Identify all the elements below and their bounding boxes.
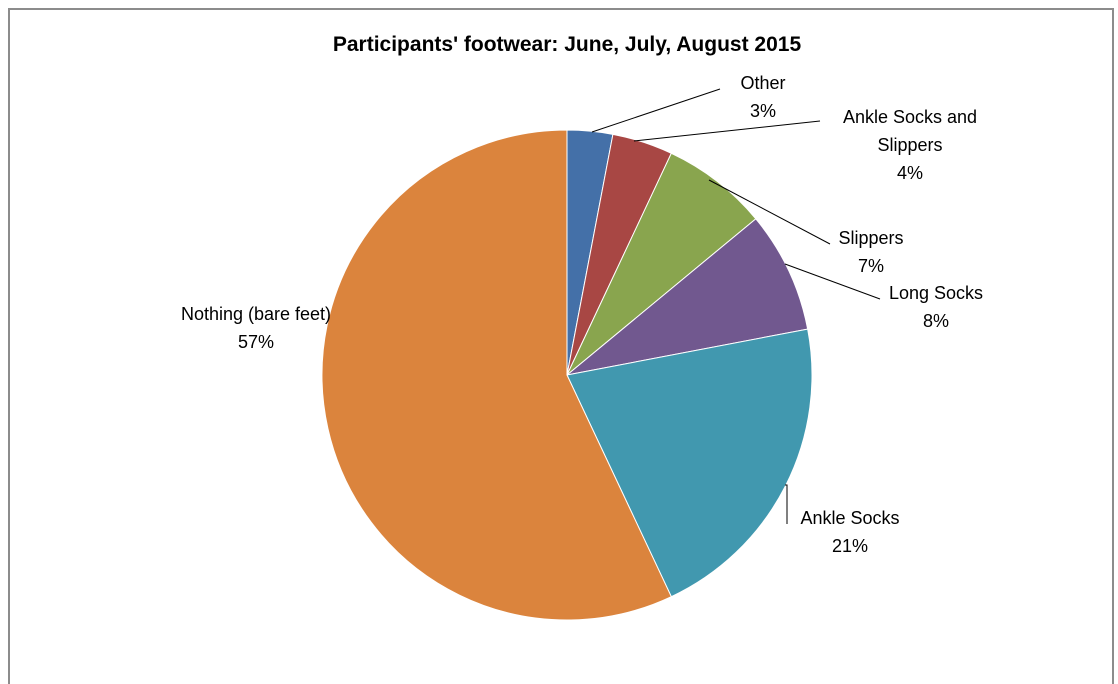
pie-slice [566,218,809,376]
leader-line [633,120,821,142]
chart-title: Participants' footwear: June, July, Augu… [333,33,802,56]
slice-value-label: 21% [832,536,868,556]
slice-category-label: Slippers [877,135,942,155]
leader-line [591,88,721,133]
slice-category-label: Other [740,73,785,93]
pie-slice [321,129,672,621]
slice-category-label: Ankle Socks [800,508,899,528]
slice-category-label: Nothing (bare feet) [181,304,331,324]
slice-category-label: Ankle Socks and [843,107,977,127]
leader-line [784,263,881,300]
slice-value-label: 3% [750,101,776,121]
slice-category-label: Long Socks [889,283,983,303]
slice-value-label: 7% [858,256,884,276]
leader-line [785,484,788,524]
slice-value-label: 8% [923,311,949,331]
leader-line [708,179,831,245]
pie-slice [566,152,757,376]
slice-value-label: 4% [897,163,923,183]
slice-value-label: 57% [238,332,274,352]
slice-category-label: Slippers [838,228,903,248]
pie-slice [566,328,813,598]
